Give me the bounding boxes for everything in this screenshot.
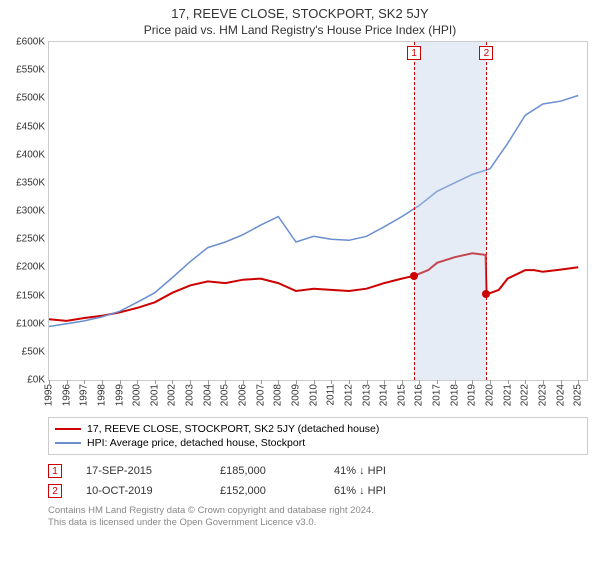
xtick-label: 2017 <box>432 384 443 406</box>
xtick-label: 2021 <box>502 384 513 406</box>
legend-swatch <box>55 428 81 430</box>
sale-marker-line <box>414 42 415 380</box>
legend-item: 17, REEVE CLOSE, STOCKPORT, SK2 5JY (det… <box>55 422 581 436</box>
series-price_paid <box>49 253 578 321</box>
sale-dot <box>410 272 418 280</box>
ytick-label: £0K <box>27 375 45 386</box>
ytick-label: £50K <box>22 346 45 357</box>
sales-pct: 41% ↓ HPI <box>334 465 424 477</box>
page-subtitle: Price paid vs. HM Land Registry's House … <box>0 23 600 37</box>
xtick-label: 2023 <box>537 384 548 406</box>
ytick-label: £100K <box>16 318 45 329</box>
legend: 17, REEVE CLOSE, STOCKPORT, SK2 5JY (det… <box>48 417 588 455</box>
sales-row: 1 17-SEP-2015 £185,000 41% ↓ HPI <box>48 461 588 481</box>
sales-pct: 61% ↓ HPI <box>334 485 424 497</box>
ytick-label: £400K <box>16 149 45 160</box>
xtick-label: 1996 <box>61 384 72 406</box>
ytick-label: £250K <box>16 234 45 245</box>
ytick-label: £200K <box>16 262 45 273</box>
xtick-label: 2018 <box>449 384 460 406</box>
xtick-label: 2025 <box>573 384 584 406</box>
xtick-label: 2004 <box>202 384 213 406</box>
xtick-label: 2016 <box>414 384 425 406</box>
xtick-label: 1997 <box>79 384 90 406</box>
sale-marker-box: 2 <box>479 46 493 60</box>
sale-dot <box>482 290 490 298</box>
highlight-band <box>414 42 486 380</box>
xtick-label: 2000 <box>132 384 143 406</box>
xtick-label: 2013 <box>361 384 372 406</box>
ytick-label: £350K <box>16 177 45 188</box>
legend-swatch <box>55 442 81 444</box>
sales-price: £185,000 <box>220 465 310 477</box>
xtick-label: 1995 <box>44 384 55 406</box>
xtick-label: 2015 <box>396 384 407 406</box>
xtick-label: 2014 <box>379 384 390 406</box>
xtick-label: 2006 <box>238 384 249 406</box>
xtick-label: 2008 <box>273 384 284 406</box>
xtick-label: 2011 <box>326 384 337 406</box>
xtick-label: 2007 <box>255 384 266 406</box>
sales-row: 2 10-OCT-2019 £152,000 61% ↓ HPI <box>48 481 588 501</box>
footer-line-1: Contains HM Land Registry data © Crown c… <box>48 505 588 517</box>
page: 17, REEVE CLOSE, STOCKPORT, SK2 5JY Pric… <box>0 6 600 566</box>
xtick-label: 2002 <box>167 384 178 406</box>
xtick-label: 1999 <box>114 384 125 406</box>
chart: £0K£50K£100K£150K£200K£250K£300K£350K£40… <box>48 41 588 381</box>
ytick-label: £150K <box>16 290 45 301</box>
xtick-label: 2005 <box>220 384 231 406</box>
legend-label: 17, REEVE CLOSE, STOCKPORT, SK2 5JY (det… <box>87 423 379 435</box>
xtick-label: 2024 <box>555 384 566 406</box>
series-hpi <box>49 96 578 327</box>
xtick-label: 2003 <box>185 384 196 406</box>
sales-marker: 2 <box>48 484 62 498</box>
xtick-label: 2022 <box>520 384 531 406</box>
xtick-label: 2010 <box>308 384 319 406</box>
xtick-label: 2012 <box>343 384 354 406</box>
chart-plot <box>49 42 587 380</box>
sales-date: 17-SEP-2015 <box>86 465 196 477</box>
sales-marker: 1 <box>48 464 62 478</box>
xtick-label: 1998 <box>96 384 107 406</box>
sales-date: 10-OCT-2019 <box>86 485 196 497</box>
sales-table: 1 17-SEP-2015 £185,000 41% ↓ HPI 2 10-OCT-201… <box>48 461 588 501</box>
ytick-label: £600K <box>16 37 45 48</box>
ytick-label: £300K <box>16 206 45 217</box>
ytick-label: £550K <box>16 65 45 76</box>
xtick-label: 2001 <box>149 384 160 406</box>
xtick-label: 2020 <box>484 384 495 406</box>
sale-marker-box: 1 <box>407 46 421 60</box>
page-title: 17, REEVE CLOSE, STOCKPORT, SK2 5JY <box>0 6 600 21</box>
xtick-label: 2009 <box>290 384 301 406</box>
sale-marker-line <box>486 42 487 380</box>
ytick-label: £450K <box>16 121 45 132</box>
xtick-label: 2019 <box>467 384 478 406</box>
legend-item: HPI: Average price, detached house, Stoc… <box>55 436 581 450</box>
ytick-label: £500K <box>16 93 45 104</box>
footer-line-2: This data is licensed under the Open Gov… <box>48 517 588 529</box>
footer: Contains HM Land Registry data © Crown c… <box>48 505 588 530</box>
sales-price: £152,000 <box>220 485 310 497</box>
legend-label: HPI: Average price, detached house, Stoc… <box>87 437 305 449</box>
